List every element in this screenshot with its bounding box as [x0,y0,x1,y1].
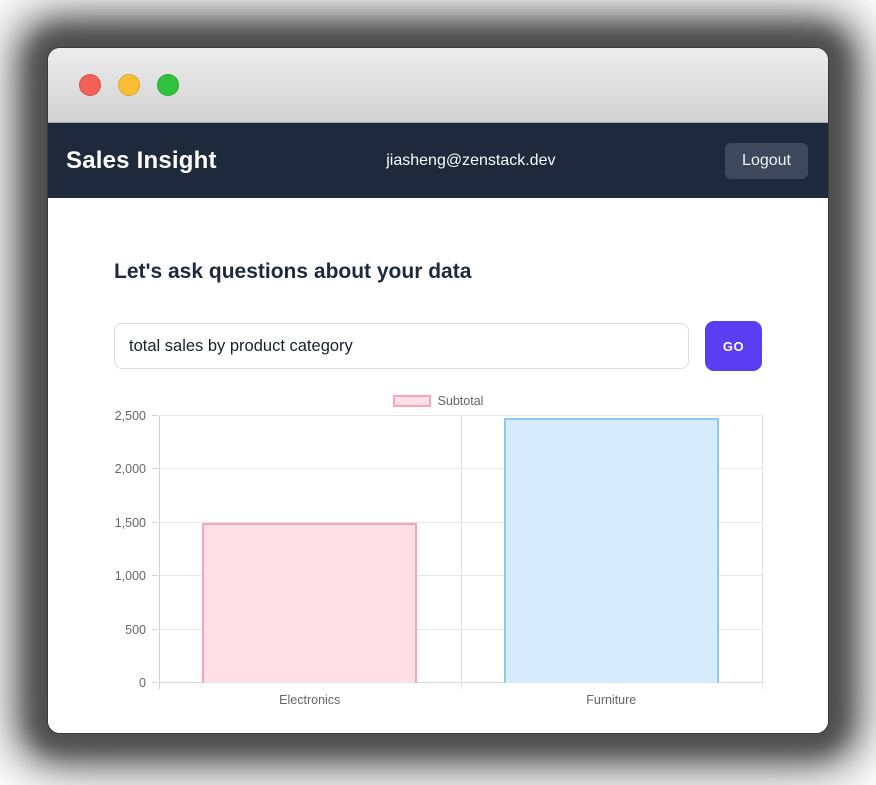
x-axis-label: Furniture [586,693,637,707]
y-axis-tick [152,468,158,470]
y-axis-label: 500 [125,622,146,637]
close-window-button[interactable] [79,74,101,96]
y-axis-tick [152,415,158,416]
y-axis-label: 1,500 [114,515,146,530]
plot-wrap: 0 500 1,000 1,500 2,000 2,500 [114,409,763,690]
bar-chart: Subtotal 0 500 1,000 1,500 2,000 2,500 Electr… [114,394,763,707]
app-title: Sales Insight [66,146,217,174]
page-heading: Let's ask questions about your data [114,260,472,283]
window-titlebar [48,48,828,123]
y-axis-line [159,416,160,689]
main-content: Let's ask questions about your data GO S… [48,198,828,733]
bar-electronics [202,523,418,683]
app-header: Sales Insight jiasheng@zenstack.dev Logo… [48,123,828,198]
zoom-window-button[interactable] [157,74,179,96]
legend-swatch [392,395,431,407]
gridline [159,415,762,416]
y-axis-tick [152,575,158,577]
category-boundary-line [460,416,462,689]
browser-window: Sales Insight jiasheng@zenstack.dev Logo… [48,48,828,733]
query-row: GO [114,321,762,371]
y-axis-label: 0 [139,676,146,690]
legend-label: Subtotal [437,394,484,408]
y-axis-label: 1,000 [114,569,146,584]
bar-furniture [503,418,719,683]
go-button[interactable]: GO [705,321,762,371]
y-axis-tick [152,521,158,523]
chart-legend: Subtotal [114,394,762,408]
y-axis-label: 2,500 [114,409,146,423]
y-axis-label: 2,000 [114,462,146,477]
chart-plot: 0 500 1,000 1,500 2,000 2,500 [115,409,763,690]
y-axis-tick [152,628,158,630]
query-input[interactable] [114,323,689,369]
minimize-window-button[interactable] [118,74,140,96]
logout-button[interactable]: Logout [725,142,808,179]
x-axis-label: Electronics [279,693,341,707]
x-axis-labels: Electronics Furniture [159,693,762,707]
user-email: jiasheng@zenstack.dev [386,151,556,169]
category-boundary-line [762,416,763,689]
y-axis-tick [152,682,158,683]
